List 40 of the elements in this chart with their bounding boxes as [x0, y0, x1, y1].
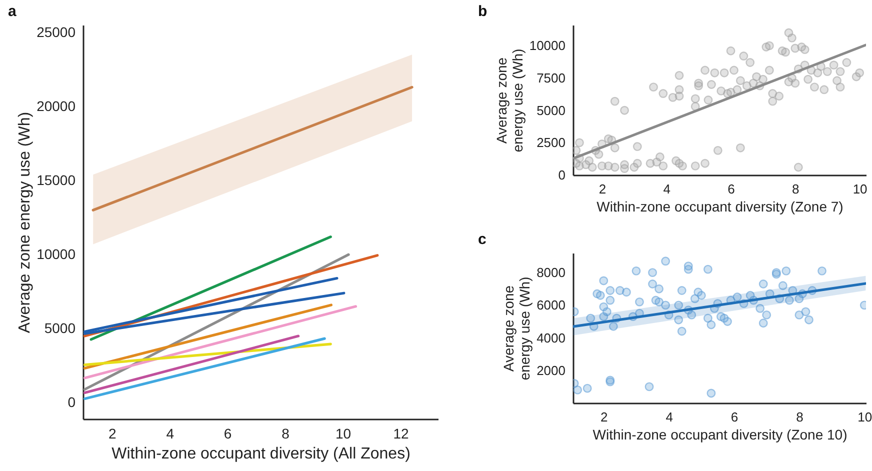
y-tick-label: 7500	[536, 70, 566, 86]
y-tick-label: 2500	[536, 135, 566, 150]
x-tick-label: 2	[600, 410, 608, 424]
y-tick-label: 5000	[536, 102, 566, 118]
x-tick-label: 8	[282, 426, 290, 442]
y-axis-title: Average zone energy use (Wh)	[500, 276, 533, 380]
y-tick-label: 2000	[536, 362, 566, 378]
x-tick-label: 10	[335, 426, 352, 442]
x-tick-label: 6	[728, 182, 735, 196]
x-tick-label: 10	[858, 410, 872, 424]
x-tick-label: 10	[852, 182, 868, 196]
chart-title: c	[478, 231, 486, 248]
y-tick-label: 25000	[36, 24, 76, 40]
x-tick-label: 2	[108, 426, 116, 442]
y-tick-label: 0	[558, 168, 566, 182]
x-tick-label: 2	[598, 182, 606, 196]
x-tick-label: 8	[792, 182, 800, 196]
y-tick-label: 8000	[536, 265, 566, 280]
x-tick-label: 4	[666, 410, 673, 424]
x-axis-title: Within-zone occupant diversity (Zone 10)	[592, 426, 848, 442]
y-tick-label: 4000	[536, 330, 566, 346]
y-tick-label: 20000	[36, 98, 76, 114]
x-tick-label: 4	[663, 182, 670, 196]
x-tick-label: 6	[730, 410, 738, 424]
y-axis-title: Average zone energy use (Wh)	[16, 112, 34, 334]
y-axis-title: Average zone energy use (Wh)	[493, 48, 526, 152]
x-tick-label: 4	[166, 426, 174, 442]
y-tick-label: 5000	[44, 320, 76, 336]
y-tick-label: 10000	[36, 246, 76, 262]
chart-title: a	[8, 3, 17, 20]
y-tick-label: 6000	[536, 298, 566, 313]
y-tick-label: 15000	[36, 172, 76, 188]
y-tick-label: 10000	[529, 38, 566, 54]
chart-title: b	[478, 3, 488, 20]
x-tick-label: 6	[224, 426, 232, 442]
x-axis-title: Within-zone occupant diversity (All Zones)	[112, 446, 410, 462]
x-tick-label: 12	[393, 426, 409, 442]
y-tick-label: 0	[68, 394, 76, 410]
x-axis-title: Within-zone occupant diversity (Zone 7)	[596, 198, 844, 214]
x-tick-label: 8	[796, 410, 804, 424]
